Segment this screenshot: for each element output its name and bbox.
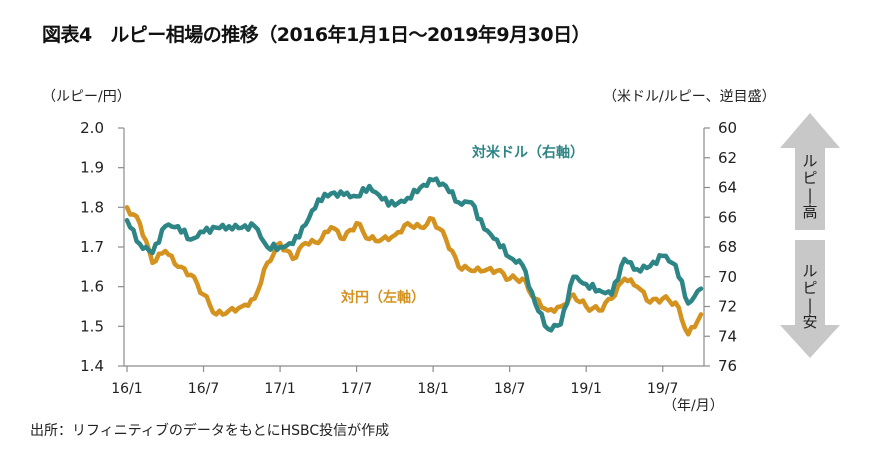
left-tick-label: 2.0	[80, 119, 104, 137]
x-tick-label: 17/7	[341, 381, 372, 397]
arrow-up-label-char: |	[807, 186, 812, 204]
left-tick-label: 1.4	[80, 357, 104, 375]
right-tick-label: 66	[718, 208, 737, 226]
left-tick-label: 1.6	[80, 278, 104, 296]
left-tick-label: 1.5	[80, 317, 104, 335]
arrow-up-label-char: ピ	[802, 169, 817, 187]
arrow-down-label-char: ル	[802, 262, 817, 280]
left-tick-label: 1.7	[80, 238, 104, 256]
x-axis-unit: （年/月）	[663, 398, 724, 414]
left-tick-label: 1.8	[80, 198, 104, 216]
series-label-jpy: 対円（左軸）	[340, 289, 425, 306]
right-tick-label: 72	[718, 298, 737, 316]
right-tick-label: 76	[718, 357, 737, 375]
left-axis-unit: （ルピー/円）	[42, 89, 131, 105]
x-tick-label: 18/7	[494, 381, 525, 397]
x-tick-label: 19/1	[570, 381, 601, 397]
axes: 1.4 1.5 1.6 1.7 1.8 1.9 2.0 60 62 64 66 68 70 72 74 76 1…	[80, 119, 737, 397]
chart-title: 図表4 ルピー相場の推移（2016年1月1日～2019年9月30日）	[42, 24, 591, 46]
right-tick-label: 60	[718, 119, 737, 137]
arrow-up-label-char: 高	[802, 203, 817, 221]
arrow-down-label-char: |	[807, 296, 812, 314]
right-tick-label: 70	[718, 268, 737, 286]
arrow-down-label-char: ピ	[802, 279, 817, 297]
left-tick-label: 1.9	[80, 159, 104, 177]
series-line-jpy	[124, 205, 704, 337]
series-line-usd	[124, 176, 704, 333]
right-tick-label: 68	[718, 238, 737, 256]
series-label-usd: 対米ドル（右軸）	[471, 144, 584, 161]
right-tick-label: 62	[718, 149, 737, 167]
arrow-down-icon	[780, 240, 840, 358]
x-tick-label: 18/1	[417, 381, 448, 397]
arrow-up-label-char: ル	[802, 152, 817, 170]
direction-arrows: ルピ|高ルピ|安	[780, 113, 840, 358]
x-tick-label: 16/7	[188, 381, 219, 397]
x-tick-label: 16/1	[111, 381, 142, 397]
right-tick-label: 74	[718, 327, 737, 345]
right-axis-unit: （米ドル/ルピー、逆目盛）	[603, 89, 776, 105]
x-tick-label: 19/7	[647, 381, 678, 397]
arrow-up-icon	[780, 113, 840, 230]
right-tick-label: 64	[718, 179, 737, 197]
series-labels: 対米ドル（右軸） 対円（左軸）	[340, 144, 584, 306]
series-lines	[124, 176, 704, 337]
arrow-down-label-char: 安	[802, 313, 817, 331]
source-note: 出所：リフィニティブのデータをもとにHSBC投信が作成	[30, 423, 390, 439]
x-tick-label: 17/1	[264, 381, 295, 397]
